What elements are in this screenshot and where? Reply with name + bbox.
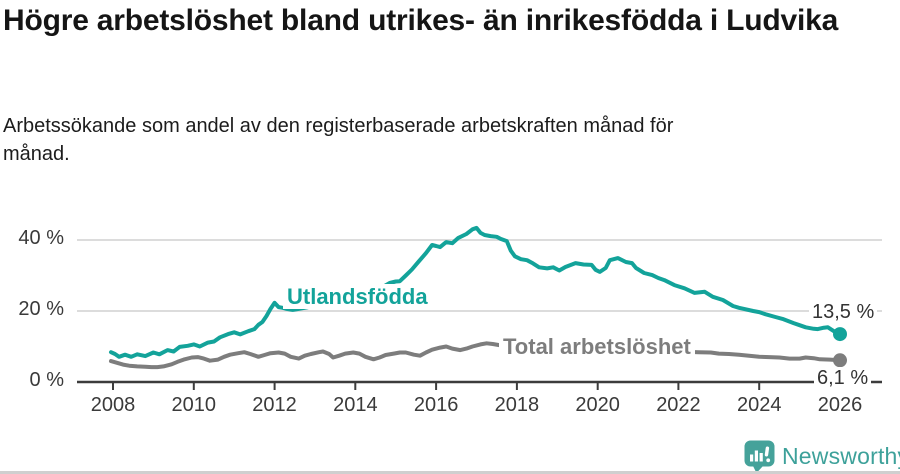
x-axis-tick-label: 2020: [575, 394, 620, 416]
y-axis-tick-label: 0 %: [29, 369, 64, 391]
x-axis-tick-label: 2016: [413, 394, 459, 416]
end-value-label-utlandsfodda: 13,5 %: [809, 301, 878, 324]
page-subtitle: Arbetssökande som andel av den registerb…: [3, 115, 674, 165]
newsworthy-logo-icon: [744, 440, 775, 473]
bottom-border: [0, 471, 900, 474]
x-axis-tick-label: 2012: [252, 394, 297, 416]
series-label-utlandsfodda: Utlandsfödda: [283, 284, 432, 309]
x-axis-tick-label: 2024: [736, 394, 782, 416]
y-axis-tick-label: 20 %: [18, 298, 64, 320]
x-axis-tick-label: 2008: [90, 394, 136, 416]
end-value-label-total: 6,1 %: [814, 367, 872, 390]
series-label-total-arbetsloshet: Total arbetslöshet: [499, 334, 695, 359]
newsworthy-attribution[interactable]: Newsworthy: [744, 440, 900, 473]
x-axis-tick-label: 2010: [171, 394, 217, 416]
x-axis-tick-label: 2022: [656, 394, 701, 416]
y-axis-tick-label: 40 %: [18, 227, 64, 249]
newsworthy-brand-name: Newsworthy: [782, 443, 900, 469]
x-axis-tick-label: 2018: [494, 394, 540, 416]
x-axis-tick-label: 2014: [333, 394, 378, 416]
x-axis-tick-label: 2026: [817, 394, 863, 416]
page-title: Högre arbetslöshet bland utrikes- än inr…: [3, 4, 839, 37]
